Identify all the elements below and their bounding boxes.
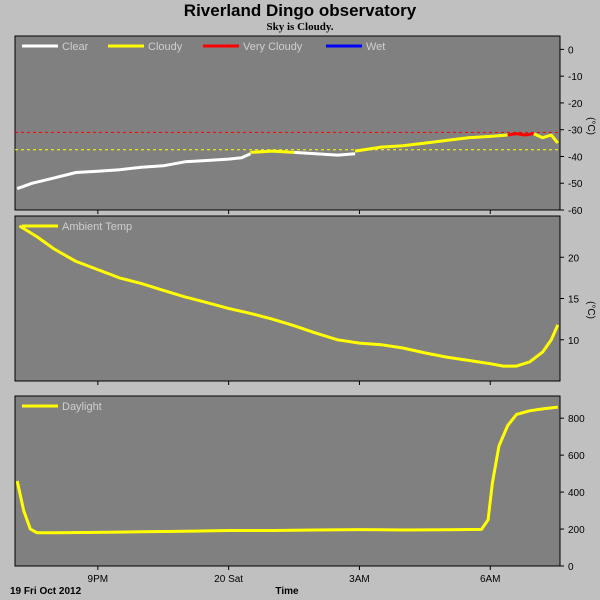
sky-series-clear [16,152,252,191]
xtick-label: 9PM [88,574,109,585]
sky-ytick-label: -60 [568,206,583,217]
sky-ytick-label: -40 [568,152,583,163]
legend-label-cloudy: Cloudy [148,41,183,53]
ambient-legend: Ambient Temp [22,221,132,233]
sky-ytick-label: -10 [568,72,583,83]
sky-legend: Clear Cloudy Very Cloudy Wet [22,41,385,53]
daylight-series-daylight [15,405,558,535]
sky-y-unit: (°C) [585,117,596,135]
sky-series-clear [293,150,356,157]
xtick-label: 3AM [349,574,370,585]
daylight-legend: Daylight [22,401,102,413]
legend-label-clear: Clear [62,41,89,53]
sky-ytick-label: -50 [568,179,583,190]
daylight-ytick-label: 0 [568,562,574,573]
ambient-ytick-label: 10 [568,336,580,347]
daylight-ytick-label: 400 [568,488,585,499]
daylight-ytick-label: 800 [568,414,585,425]
ambient-panel [14,215,561,382]
x-axis-label: Time [275,586,299,597]
chart-marks: 0 -10 -20 -30 -40 -50 -60 10 15 20 9PM 20 Sat 3AM 6AM… [15,45,585,585]
sky-series-cloudy [354,133,508,153]
footer-date: 19 Fri Oct 2012 [10,586,82,597]
ambient-ytick-label: 20 [568,253,580,264]
legend-label-daylight: Daylight [62,401,102,413]
daylight-ytick-label: 600 [568,451,585,462]
sky-panel [14,35,561,211]
ambient-series-ambient-temp [18,224,560,368]
legend-label-very-cloudy: Very Cloudy [243,41,303,53]
sky-series-cloudy [533,132,559,145]
ambient-ytick-label: 15 [568,295,580,306]
ambient-y-unit: (°C) [585,301,596,319]
page-subtitle: Sky is Cloudy. [266,21,334,33]
sky-ytick-label: -20 [568,99,583,110]
daylight-panel [14,395,561,567]
legend-label-ambient: Ambient Temp [62,221,132,233]
sky-series-very-cloudy [507,132,535,137]
legend-label-wet: Wet [366,41,385,53]
sky-ytick-label: 0 [568,45,574,56]
daylight-ytick-label: 200 [568,525,585,536]
xtick-label: 20 Sat [214,574,243,585]
xtick-label: 6AM [480,574,501,585]
sky-series-cloudy [250,149,295,154]
sky-ytick-label: -30 [568,126,583,137]
page-title: Riverland Dingo observatory [183,1,417,20]
